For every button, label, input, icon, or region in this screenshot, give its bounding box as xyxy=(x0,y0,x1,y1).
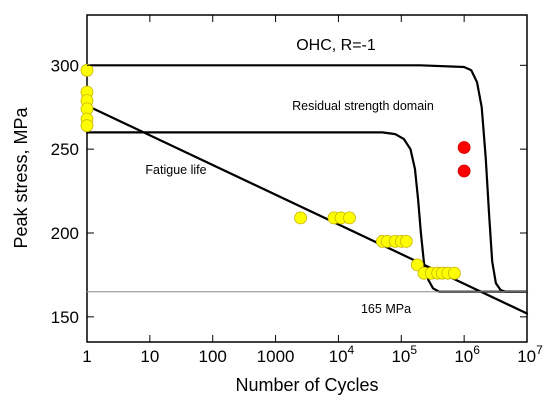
data-point-s1-1 xyxy=(457,164,471,178)
curve-2 xyxy=(85,131,529,293)
y-axis-label: Peak stress, MPa xyxy=(11,106,31,248)
data-point-s0-9 xyxy=(343,211,356,225)
x-tick-label-1000000: 106 xyxy=(454,343,480,366)
data-point-s1-0 xyxy=(457,141,471,154)
annotation-fatigue-life: Fatigue life xyxy=(145,163,206,177)
plot-frame xyxy=(86,14,528,343)
points-layer xyxy=(80,63,471,280)
data-point-s0-5 xyxy=(80,119,94,133)
x-tick-label-1: 1 xyxy=(82,347,91,366)
data-point-s0-0 xyxy=(80,63,94,77)
x-tick-label-10000: 104 xyxy=(329,343,355,366)
y-tick-label-150: 150 xyxy=(51,308,79,327)
y-tick-label-200: 200 xyxy=(51,224,79,243)
y-tick-label-300: 300 xyxy=(51,56,79,75)
y-tick-label-250: 250 xyxy=(51,140,79,159)
x-axis-label: Number of Cycles xyxy=(235,375,378,395)
ticks-layer: 150 200 250 300 1 10 100 1000 104 105 106 107 xyxy=(51,15,543,366)
data-point-s0-14 xyxy=(399,234,413,248)
data-point-s0-21 xyxy=(447,266,461,280)
x-tick-label-100000: 105 xyxy=(391,343,417,366)
data-point-s0-15 xyxy=(410,258,424,272)
x-tick-label-100: 100 xyxy=(199,347,227,366)
x-tick-label-10: 10 xyxy=(140,347,159,366)
data-point-s0-6 xyxy=(294,211,308,225)
chart-title: OHC, R=-1 xyxy=(296,37,376,54)
x-tick-label-10000000: 107 xyxy=(517,343,543,366)
annotation-165-mpa: 165 MPa xyxy=(361,302,411,316)
annotation-residual-strength: Residual strength domain xyxy=(292,99,434,113)
curve-1 xyxy=(85,64,529,293)
x-tick-label-1000: 1000 xyxy=(257,347,295,366)
